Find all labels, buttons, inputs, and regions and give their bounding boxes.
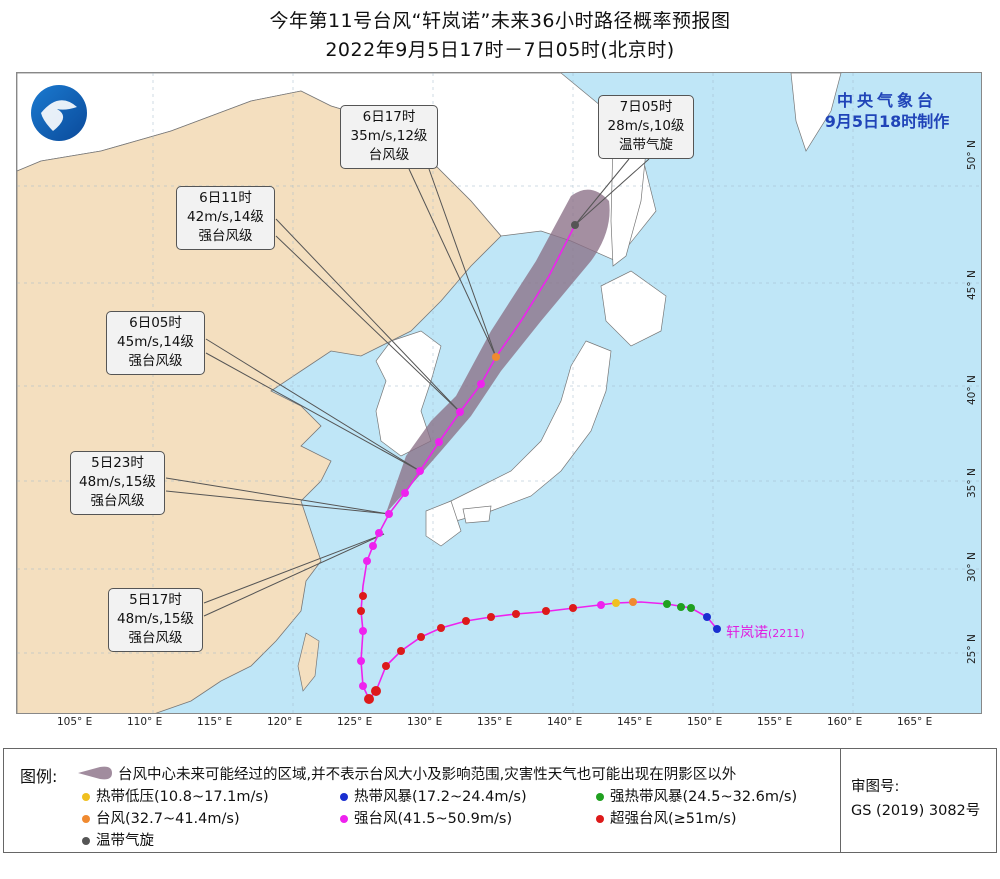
lon-tick: 140° E <box>547 716 583 728</box>
callout-6d17: 6日17时 35m/s,12级 台风级 <box>340 105 438 169</box>
map-subtitle: 2022年9月5日17时－7日05时(北京时) <box>325 39 675 61</box>
legend-panel: 图例: 台风中心未来可能经过的区域,并不表示台风大小及影响范围,灾害性天气也可能… <box>3 748 997 853</box>
callout-level: 强台风级 <box>128 353 183 369</box>
legend-dot-icon <box>82 815 90 823</box>
legend-dot-icon <box>340 793 348 801</box>
agency-name: 中央气象台 <box>836 91 937 110</box>
callout-time: 6日17时 <box>362 109 416 125</box>
map-title: 今年第11号台风“轩岚诺”未来36小时路径概率预报图 <box>269 10 731 32</box>
lon-tick: 160° E <box>827 716 863 728</box>
legend-item-ts: 热带风暴(17.2~24.4m/s) <box>340 785 527 806</box>
lat-tick: 35° N <box>966 468 978 498</box>
legend-item-ty: 台风(32.7~41.4m/s) <box>82 807 240 828</box>
callout-level: 强台风级 <box>198 228 253 244</box>
land-kyushu <box>425 500 462 547</box>
callout-time: 5日23时 <box>91 455 144 471</box>
forecast-track-points <box>375 221 579 537</box>
land-hokkaido <box>600 270 667 347</box>
lon-tick: 150° E <box>687 716 723 728</box>
callout-leaders <box>165 158 650 617</box>
callout-wind: 28m/s,10级 <box>607 118 685 134</box>
callout-wind: 35m/s,12级 <box>350 128 428 144</box>
review-number-box: 审图号: GS (2019) 3082号 <box>840 749 997 852</box>
callout-6d11: 6日11时 42m/s,14级 强台风级 <box>176 186 275 250</box>
legend-dot-icon <box>596 793 604 801</box>
legend-dot-icon <box>340 815 348 823</box>
legend-item-td: 热带低压(10.8~17.1m/s) <box>82 785 269 806</box>
agency-block: 中央气象台 9月5日18时制作 <box>812 90 962 132</box>
review-code: GS (2019) 3082号 <box>851 803 981 819</box>
legend-title: 图例: <box>20 767 58 786</box>
land-china <box>17 90 502 713</box>
callout-wind: 45m/s,14级 <box>117 334 194 350</box>
legend-item-sts: 强热带风暴(24.5~32.6m/s) <box>596 785 797 806</box>
callout-6d05: 6日05时 45m/s,14级 强台风级 <box>106 311 205 375</box>
callout-level: 温带气旋 <box>619 137 673 153</box>
lat-tick: 30° N <box>966 552 978 582</box>
land-kamchatka <box>790 73 842 152</box>
callout-time: 6日05时 <box>129 315 182 331</box>
callout-time: 5日17时 <box>129 592 182 608</box>
lat-tick: 40° N <box>966 375 978 405</box>
lat-tick: 25° N <box>966 634 978 664</box>
legend-dot-icon <box>596 815 604 823</box>
land-taiwan <box>297 632 320 692</box>
storm-code: (2211) <box>768 627 805 640</box>
forecast-cone <box>386 189 610 514</box>
lon-tick: 125° E <box>337 716 373 728</box>
storm-name-label: 轩岚诺(2211) <box>726 622 805 642</box>
callout-level: 强台风级 <box>128 630 183 646</box>
legend-cone-text: 台风中心未来可能经过的区域,并不表示台风大小及影响范围,灾害性天气也可能出现在阴… <box>118 767 737 783</box>
lon-tick: 135° E <box>477 716 513 728</box>
storm-name: 轩岚诺 <box>726 625 768 641</box>
callout-level: 强台风级 <box>90 493 145 509</box>
callout-level: 台风级 <box>368 147 410 163</box>
callout-time: 7日05时 <box>619 99 673 115</box>
cone-legend-icon <box>78 766 112 780</box>
lon-tick: 120° E <box>267 716 303 728</box>
legend-item-superty: 超强台风(≥51m/s) <box>596 807 736 828</box>
lon-tick: 165° E <box>897 716 933 728</box>
callout-wind: 48m/s,15级 <box>117 611 194 627</box>
callout-wind: 48m/s,15级 <box>79 474 156 490</box>
agency-made-time: 9月5日18时制作 <box>824 112 950 131</box>
cma-logo-icon <box>31 85 87 141</box>
past-track-points <box>357 542 721 704</box>
legend-dot-icon <box>82 793 90 801</box>
lon-tick: 105° E <box>57 716 93 728</box>
legend-dot-icon <box>82 837 90 845</box>
legend-item-extratropical: 温带气旋 <box>82 829 154 850</box>
callout-time: 6日11时 <box>199 190 252 206</box>
lon-tick: 130° E <box>407 716 443 728</box>
lon-tick: 155° E <box>757 716 793 728</box>
lon-tick: 145° E <box>617 716 653 728</box>
callout-7d05: 7日05时 28m/s,10级 温带气旋 <box>598 95 694 159</box>
callout-5d17: 5日17时 48m/s,15级 强台风级 <box>108 588 203 652</box>
legend-item-sty: 强台风(41.5~50.9m/s) <box>340 807 512 828</box>
lat-tick: 45° N <box>966 270 978 300</box>
lon-tick: 110° E <box>127 716 163 728</box>
lat-tick: 50° N <box>966 140 978 170</box>
callout-5d23: 5日23时 48m/s,15级 强台风级 <box>70 451 165 515</box>
callout-wind: 42m/s,14级 <box>187 209 264 225</box>
review-label: 审图号: <box>851 779 900 795</box>
lon-tick: 115° E <box>197 716 233 728</box>
land-shikoku <box>462 505 492 524</box>
